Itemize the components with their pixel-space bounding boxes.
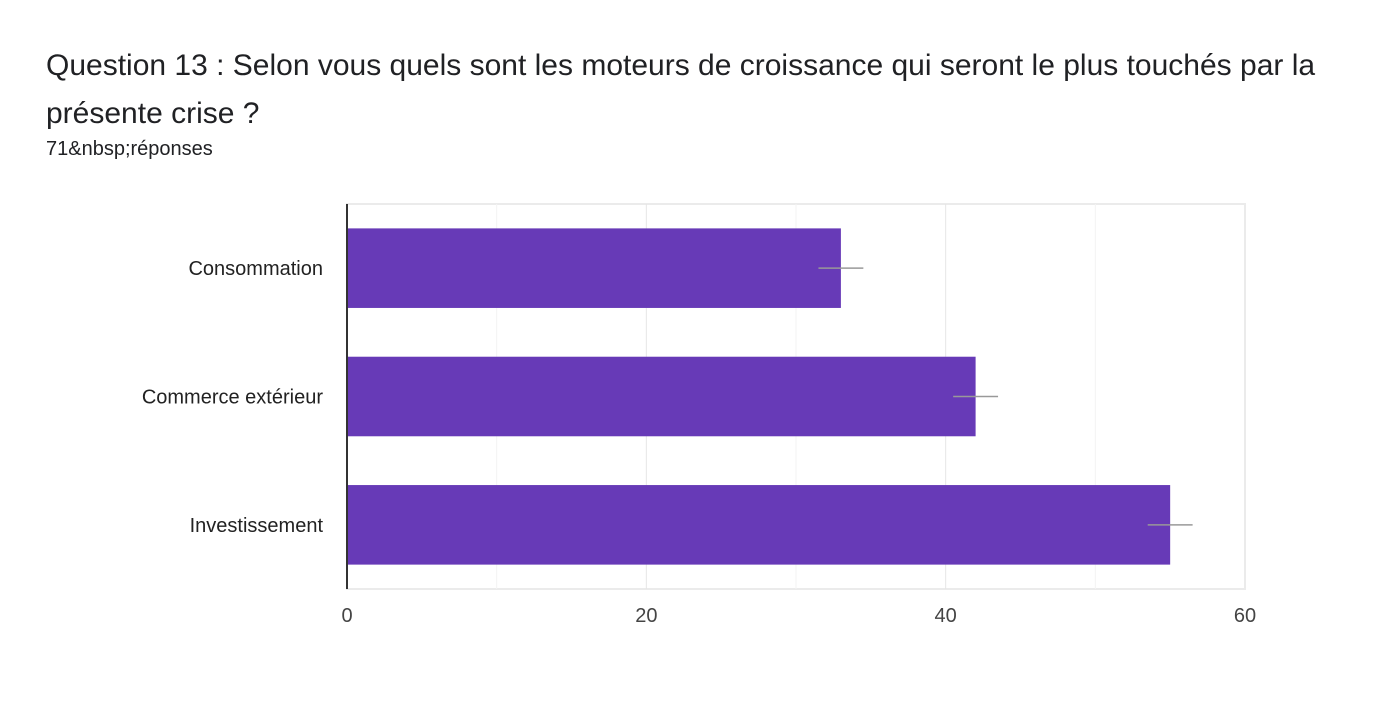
x-tick-label: 0 xyxy=(341,605,352,627)
question-title: Question 13 : Selon vous quels sont les … xyxy=(46,49,1316,130)
bar-consommation xyxy=(347,228,841,308)
bar-investissement xyxy=(347,485,1171,565)
x-tick-label: 20 xyxy=(635,605,657,627)
category-label: Investissement xyxy=(190,515,324,537)
bar-commerce-ext-rieur xyxy=(347,356,976,437)
x-tick-label: 40 xyxy=(935,605,957,627)
category-label: Commerce extérieur xyxy=(142,387,324,409)
category-label: Consommation xyxy=(188,258,323,280)
response-count: 71&nbsp;réponses xyxy=(46,138,213,160)
x-tick-label: 60 xyxy=(1234,605,1256,627)
